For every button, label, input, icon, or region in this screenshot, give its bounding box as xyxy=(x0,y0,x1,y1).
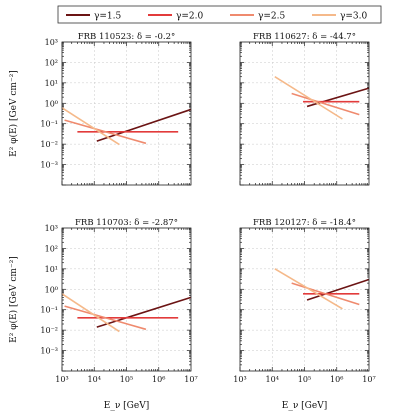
x-tick-label: 10³ xyxy=(233,375,246,384)
series-line xyxy=(306,87,370,108)
legend-label: γ=3.0 xyxy=(340,12,368,22)
legend-label: γ=2.0 xyxy=(176,12,204,22)
y-tick-label: 10⁰ xyxy=(45,99,58,108)
chart-panel: FRB 110703: δ = -2.87° 10³ 10² 10¹ 10⁰ 10⁻¹ 10… xyxy=(8,218,198,411)
series-line xyxy=(291,92,360,116)
series-line xyxy=(291,282,360,306)
plot-frame xyxy=(61,41,192,186)
series-line xyxy=(64,305,147,331)
y-axis-label: E² φ(E) [GeV cm⁻²] xyxy=(8,256,19,343)
y-tick-label: 10⁻¹ xyxy=(40,120,58,129)
x-tick-label: 10⁶ xyxy=(152,375,165,384)
y-tick-label: 10⁻³ xyxy=(40,161,58,170)
panel-title: FRB 110703: δ = -2.87° xyxy=(75,218,178,228)
y-tick-label: 10³ xyxy=(45,224,58,233)
series-line xyxy=(306,278,370,301)
y-tick-label: 10¹ xyxy=(45,79,58,88)
legend-label: γ=2.5 xyxy=(258,12,286,22)
x-axis-label: E_ν [GeV] xyxy=(104,401,149,411)
y-tick-label: 10⁻³ xyxy=(40,347,58,356)
panel-title: FRB 110523: δ = -0.2° xyxy=(78,32,176,42)
panel-title: FRB 110627: δ = -44.7° xyxy=(253,32,356,42)
x-tick-label: 10³ xyxy=(55,375,68,384)
series-line xyxy=(274,76,343,120)
series-line xyxy=(96,108,192,142)
y-tick-label: 10¹ xyxy=(45,265,58,274)
y-axis-label: E² φ(E) [GeV cm⁻²] xyxy=(8,70,19,157)
plot-frame xyxy=(239,227,370,372)
plot-frame xyxy=(239,41,370,186)
x-tick-label: 10⁷ xyxy=(362,375,375,384)
x-tick-label: 10⁵ xyxy=(120,375,133,384)
chart-panel: FRB 110523: δ = -0.2° 10³ 10² 10¹ 10⁰ 10⁻¹ 10⁻… xyxy=(8,32,192,186)
x-tick-label: 10⁶ xyxy=(330,375,343,384)
series-line xyxy=(64,119,147,145)
legend-label: γ=1.5 xyxy=(94,12,122,22)
y-tick-label: 10² xyxy=(45,58,58,67)
x-tick-label: 10⁴ xyxy=(266,375,279,384)
legend: γ=1.5 γ=2.0 γ=2.5 γ=3.0 xyxy=(57,5,382,24)
y-tick-label: 10⁻² xyxy=(40,326,58,335)
series-line xyxy=(61,293,120,333)
y-tick-label: 10⁻² xyxy=(40,140,58,149)
x-tick-label: 10⁵ xyxy=(298,375,311,384)
panel-title: FRB 120127: δ = -18.4° xyxy=(253,218,356,228)
series-line xyxy=(274,268,343,310)
y-tick-label: 10² xyxy=(45,244,58,253)
chart-panel: FRB 110627: δ = -44.7° xyxy=(239,32,370,186)
chart-panel: FRB 120127: δ = -18.4° 10³ 10⁴ 10⁵ 10⁶ 10⁷ E_ν… xyxy=(233,218,375,411)
series-line xyxy=(96,296,192,328)
x-tick-label: 10⁴ xyxy=(88,375,101,384)
y-tick-label: 10⁰ xyxy=(45,285,58,294)
plot-frame xyxy=(61,227,192,372)
x-axis-label: E_ν [GeV] xyxy=(282,401,327,411)
y-tick-label: 10⁻¹ xyxy=(40,306,58,315)
series-line xyxy=(61,107,120,146)
y-tick-label: 10³ xyxy=(45,38,58,47)
legend-box xyxy=(57,5,382,24)
x-tick-label: 10⁷ xyxy=(184,375,197,384)
